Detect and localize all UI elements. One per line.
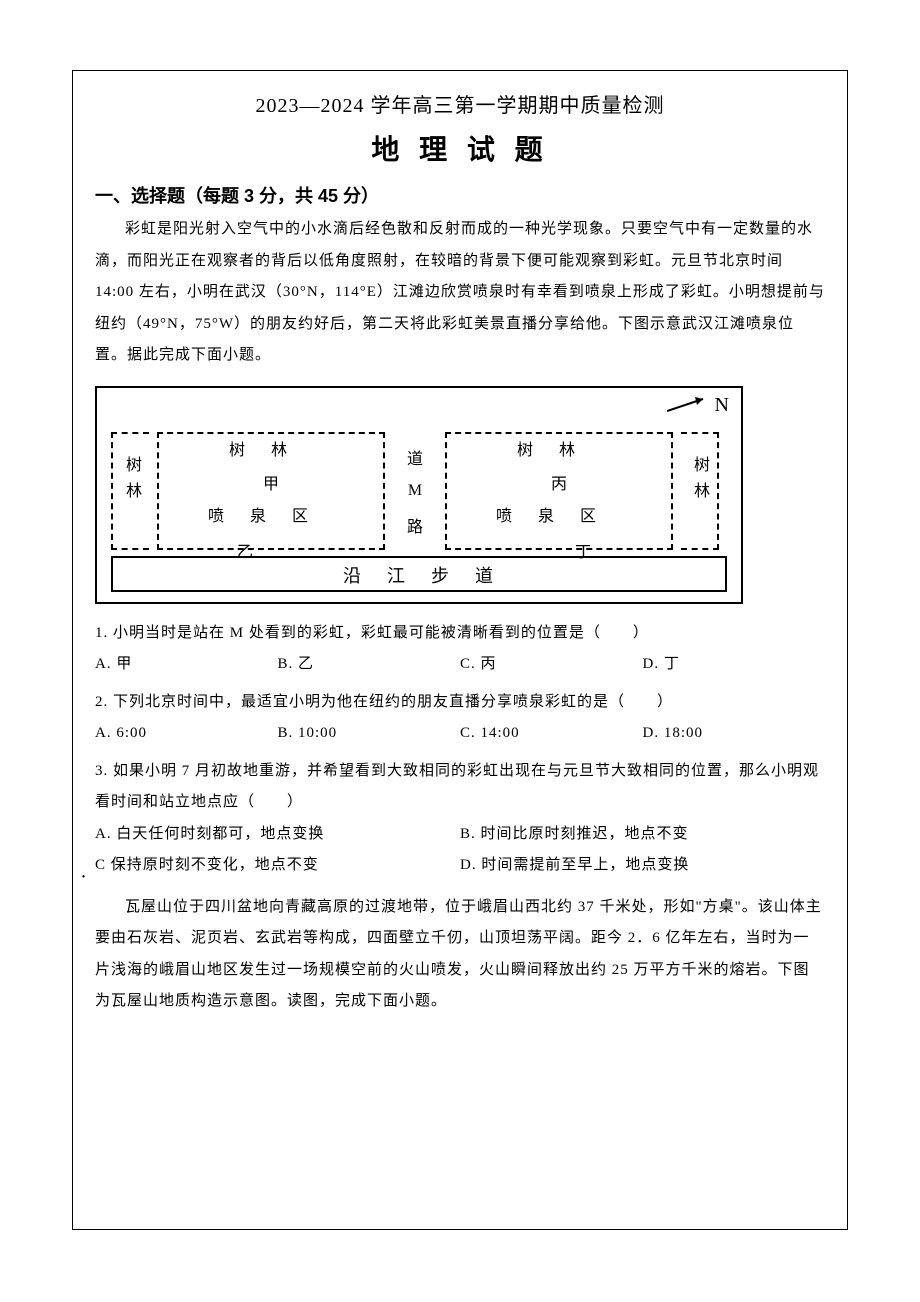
label-jia: 甲 bbox=[157, 470, 385, 494]
question-3-options: A. 白天任何时刻都可，地点变换 B. 时间比原时刻推迟，地点不变 C 保持原时… bbox=[95, 819, 825, 882]
road-char-2: M bbox=[408, 482, 422, 500]
label-bing: 丙 bbox=[445, 470, 673, 494]
diagram-fountain-map: N 树林 树林 甲 喷泉区 乙 道 M 路 bbox=[95, 386, 743, 604]
passage-1: 彩虹是阳光射入空气中的小水滴后经色散和反射而成的一种光学现象。只要空气中有一定数… bbox=[95, 214, 825, 372]
left-fountain-label: 喷泉区 bbox=[157, 502, 385, 526]
road-column: 道 M 路 bbox=[395, 432, 435, 550]
question-1-options: A. 甲 B. 乙 C. 丙 D. 丁 bbox=[95, 649, 825, 681]
north-arrow: N bbox=[667, 394, 729, 417]
walkway: 沿江步道 bbox=[111, 556, 727, 592]
q1-opt-c: C. 丙 bbox=[460, 649, 643, 681]
label-yi: 乙 bbox=[237, 538, 253, 562]
question-3: 3. 如果小明 7 月初故地重游，并希望看到大致相同的彩虹出现在与元旦节大致相同… bbox=[95, 756, 825, 819]
road-char-1: 道 bbox=[407, 445, 423, 469]
right-fountain-label: 喷泉区 bbox=[445, 502, 673, 526]
right-top-forest: 树林 bbox=[445, 436, 673, 460]
q2-opt-b: B. 10:00 bbox=[278, 718, 461, 750]
q3-opt-b: B. 时间比原时刻推迟，地点不变 bbox=[460, 819, 825, 851]
q1-opt-d: D. 丁 bbox=[643, 649, 826, 681]
exam-title: 地 理 试 题 bbox=[95, 128, 825, 168]
left-main-zone: 树林 甲 喷泉区 乙 bbox=[157, 432, 385, 550]
left-forest-a: 树林 bbox=[111, 432, 147, 550]
question-2-options: A. 6:00 B. 10:00 C. 14:00 D. 18:00 bbox=[95, 718, 825, 750]
q2-opt-c: C. 14:00 bbox=[460, 718, 643, 750]
q1-opt-a: A. 甲 bbox=[95, 649, 278, 681]
section-title: 一、选择题（每题 3 分，共 45 分） bbox=[95, 182, 825, 208]
passage-2: 瓦屋山位于四川盆地向青藏高原的过渡地带，位于峨眉山西北约 37 千米处，形如"方… bbox=[95, 892, 825, 1018]
q1-opt-b: B. 乙 bbox=[278, 649, 461, 681]
q2-opt-d: D. 18:00 bbox=[643, 718, 826, 750]
exam-header: 2023—2024 学年高三第一学期期中质量检测 bbox=[95, 89, 825, 118]
right-forest-b-label: 树林 bbox=[687, 456, 711, 508]
road-char-3: 路 bbox=[407, 513, 423, 537]
page-border: 2023—2024 学年高三第一学期期中质量检测 地 理 试 题 一、选择题（每… bbox=[72, 70, 848, 1230]
question-2: 2. 下列北京时间中，最适宜小明为他在纽约的朋友直播分享喷泉彩虹的是（ ） bbox=[95, 687, 825, 719]
q2-opt-a: A. 6:00 bbox=[95, 718, 278, 750]
right-main-zone: 树林 丙 喷泉区 丁 bbox=[445, 432, 673, 550]
label-ding: 丁 bbox=[575, 538, 591, 562]
right-forest-b: 树林 bbox=[683, 432, 719, 550]
north-label: N bbox=[715, 394, 729, 417]
left-forest-a-label: 树林 bbox=[119, 456, 143, 508]
left-top-forest: 树林 bbox=[157, 436, 385, 460]
question-1: 1. 小明当时是站在 M 处看到的彩虹，彩虹最可能被清晰看到的位置是（ ） bbox=[95, 618, 825, 650]
q3-opt-a: A. 白天任何时刻都可，地点变换 bbox=[95, 819, 460, 851]
diagram-row: 树林 树林 甲 喷泉区 乙 道 M 路 树林 丙 喷泉区 bbox=[111, 432, 727, 550]
q3-opt-d: D. 时间需提前至早上，地点变换 bbox=[460, 850, 825, 882]
q3-opt-c: C 保持原时刻不变化，地点不变 bbox=[95, 850, 460, 882]
